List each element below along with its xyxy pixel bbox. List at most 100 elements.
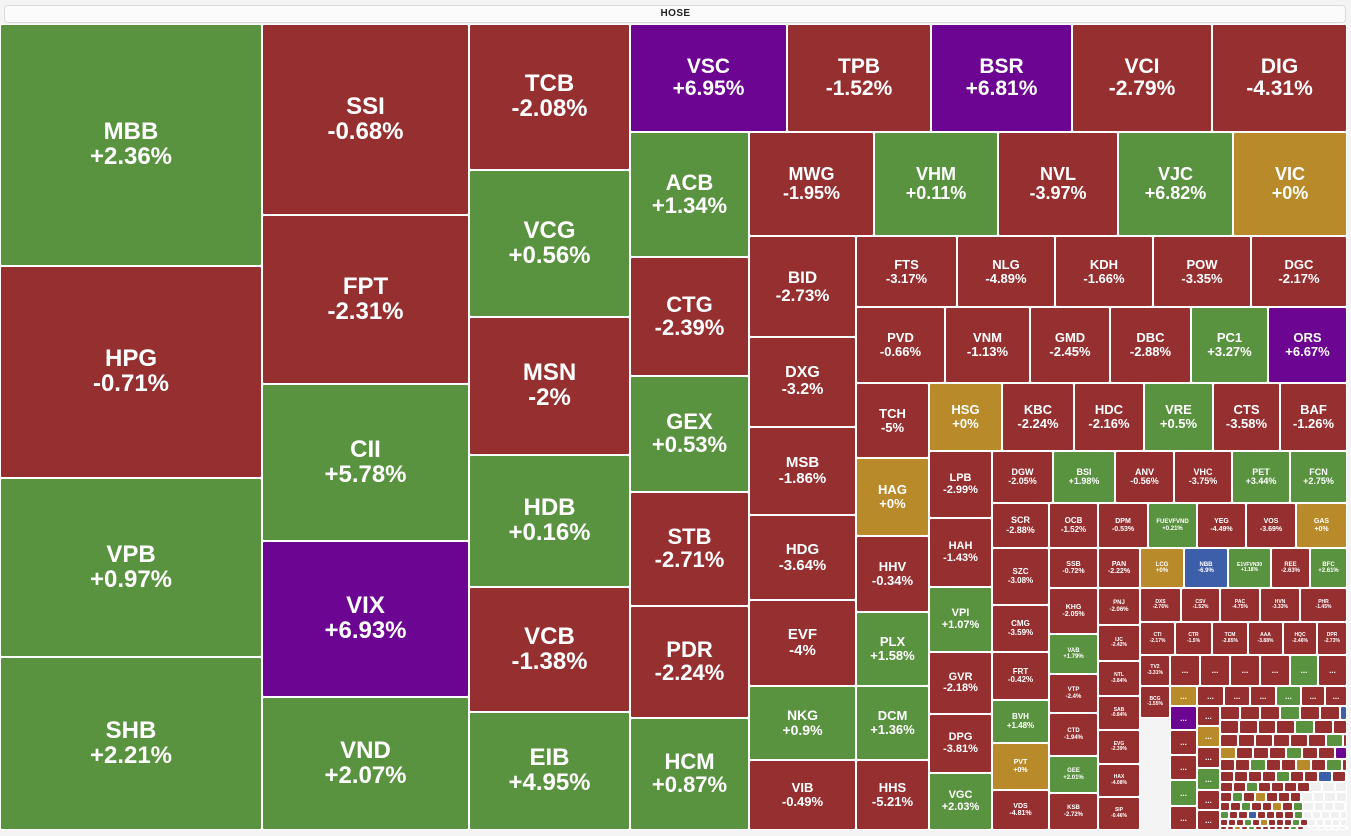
tile-nbb[interactable]: NBB -6.9% [1184, 548, 1228, 588]
small-stock-tile[interactable] [1322, 782, 1336, 792]
small-stock-tile[interactable] [1238, 811, 1248, 819]
small-stock-tile[interactable] [1324, 802, 1335, 811]
tile-gee[interactable]: GEE +2.01% [1049, 756, 1098, 793]
small-stock-tile[interactable] [1339, 811, 1347, 819]
small-stock-tile[interactable] [1285, 747, 1302, 759]
small-stock-tile[interactable] [1256, 811, 1266, 819]
tile-szc[interactable]: SZC -3.08% [992, 548, 1049, 605]
small-stock-tile[interactable]: ... [1197, 747, 1220, 768]
small-stock-tile[interactable] [1340, 706, 1347, 720]
small-stock-tile[interactable] [1248, 771, 1262, 782]
small-stock-tile[interactable] [1220, 782, 1233, 792]
small-stock-tile[interactable] [1332, 771, 1346, 782]
small-stock-tile[interactable] [1229, 811, 1239, 819]
tile-mbb[interactable]: MBB +2.36% [0, 24, 262, 266]
small-stock-tile[interactable] [1284, 819, 1292, 826]
tile-ctr[interactable]: CTR -1.5% [1175, 622, 1212, 655]
small-stock-tile[interactable]: ... [1276, 686, 1301, 706]
tile-baf[interactable]: BAF -1.26% [1280, 383, 1347, 451]
small-stock-tile[interactable]: ... [1230, 655, 1260, 686]
tile-fts[interactable]: FTS -3.17% [856, 236, 957, 307]
tile-pc1[interactable]: PC1 +3.27% [1191, 307, 1268, 383]
tile-vnm[interactable]: VNM -1.13% [945, 307, 1030, 383]
tile-pvt[interactable]: PVT +0% [992, 743, 1049, 790]
tile-hcm[interactable]: HCM +0.87% [630, 718, 749, 830]
small-stock-tile[interactable] [1320, 706, 1340, 720]
tile-e1vfvn30[interactable]: E1VFVN30 +1.18% [1228, 548, 1271, 588]
tile-yeg[interactable]: YEG -4.49% [1197, 503, 1246, 548]
tile-vcb[interactable]: VCB -1.38% [469, 587, 630, 712]
tile-vix[interactable]: VIX +6.93% [262, 541, 469, 697]
small-stock-tile[interactable] [1296, 782, 1310, 792]
small-stock-tile[interactable]: ... [1250, 686, 1276, 706]
small-stock-tile[interactable] [1308, 819, 1316, 826]
small-stock-tile[interactable] [1278, 792, 1290, 802]
tile-dgc[interactable]: DGC -2.17% [1251, 236, 1347, 307]
small-stock-tile[interactable] [1284, 811, 1294, 819]
tile-nkg[interactable]: NKG +0.9% [749, 686, 856, 760]
tile-gex[interactable]: GEX +0.53% [630, 376, 749, 492]
tile-msn[interactable]: MSN -2% [469, 317, 630, 455]
small-stock-tile[interactable] [1280, 706, 1300, 720]
small-stock-tile[interactable] [1297, 826, 1304, 830]
small-stock-tile[interactable] [1220, 792, 1232, 802]
tile-gas[interactable]: GAS +0% [1296, 503, 1347, 548]
tile-mwg[interactable]: MWG -1.95% [749, 132, 874, 236]
small-stock-tile[interactable] [1290, 826, 1297, 830]
tile-kdh[interactable]: KDH -1.66% [1055, 236, 1153, 307]
small-stock-tile[interactable] [1312, 792, 1325, 802]
small-stock-tile[interactable] [1314, 720, 1333, 734]
tile-msb[interactable]: MSB -1.86% [749, 427, 856, 515]
tile-vgc[interactable]: VGC +2.03% [929, 773, 992, 830]
small-stock-tile[interactable] [1325, 826, 1332, 830]
small-stock-tile[interactable] [1272, 734, 1291, 747]
small-stock-tile[interactable] [1332, 819, 1340, 826]
tile-vos[interactable]: VOS -3.69% [1246, 503, 1296, 548]
tile-ocb[interactable]: OCB -1.52% [1049, 503, 1098, 548]
small-stock-tile[interactable] [1240, 802, 1252, 811]
tile-nvl[interactable]: NVL -3.97% [998, 132, 1118, 236]
small-stock-tile[interactable] [1300, 706, 1320, 720]
small-stock-tile[interactable] [1227, 826, 1234, 830]
small-stock-tile[interactable]: ... [1325, 686, 1347, 706]
tile-cti[interactable]: CTI -2.17% [1140, 622, 1175, 655]
small-stock-tile[interactable] [1336, 792, 1347, 802]
tile-kbc[interactable]: KBC -2.24% [1002, 383, 1074, 451]
tile-eib[interactable]: EIB +4.95% [469, 712, 630, 830]
tile-bfc[interactable]: BFC +2.61% [1310, 548, 1347, 588]
small-stock-tile[interactable] [1276, 720, 1296, 734]
small-stock-tile[interactable] [1237, 734, 1256, 747]
small-stock-tile[interactable] [1235, 759, 1251, 771]
tile-dpm[interactable]: DPM -0.53% [1098, 503, 1148, 548]
small-stock-tile[interactable]: ... [1197, 768, 1220, 790]
tile-tcb[interactable]: TCB -2.08% [469, 24, 630, 170]
small-stock-tile[interactable] [1268, 819, 1276, 826]
tile-vsc[interactable]: VSC +6.95% [630, 24, 787, 132]
tile-gmd[interactable]: GMD -2.45% [1030, 307, 1110, 383]
small-stock-tile[interactable] [1334, 802, 1345, 811]
small-stock-tile[interactable] [1260, 819, 1268, 826]
small-stock-tile[interactable] [1258, 782, 1272, 792]
tile-tcm[interactable]: TCM -2.85% [1212, 622, 1248, 655]
small-stock-tile[interactable] [1275, 811, 1285, 819]
small-stock-tile[interactable] [1318, 771, 1332, 782]
small-stock-tile[interactable]: ... [1224, 686, 1250, 706]
small-stock-tile[interactable] [1301, 792, 1313, 802]
tile-dig[interactable]: DIG -4.31% [1212, 24, 1347, 132]
small-stock-tile[interactable] [1318, 826, 1325, 830]
small-stock-tile[interactable] [1260, 706, 1280, 720]
tile-fpt[interactable]: FPT -2.31% [262, 215, 469, 384]
small-stock-tile[interactable]: ... [1170, 755, 1197, 780]
tile-sab[interactable]: SAB -0.84% [1098, 696, 1140, 730]
small-stock-tile[interactable] [1293, 811, 1303, 819]
tile-ors[interactable]: ORS +6.67% [1268, 307, 1347, 383]
small-stock-tile[interactable] [1255, 826, 1262, 830]
small-stock-tile[interactable] [1290, 734, 1308, 747]
tile-dpg[interactable]: DPG -3.81% [929, 714, 992, 773]
tile-anv[interactable]: ANV -0.56% [1115, 451, 1174, 503]
small-stock-tile[interactable] [1324, 792, 1336, 802]
small-stock-tile[interactable] [1262, 771, 1276, 782]
small-stock-tile[interactable] [1313, 802, 1324, 811]
tile-hdc[interactable]: HDC -2.16% [1074, 383, 1144, 451]
small-stock-tile[interactable] [1339, 826, 1346, 830]
